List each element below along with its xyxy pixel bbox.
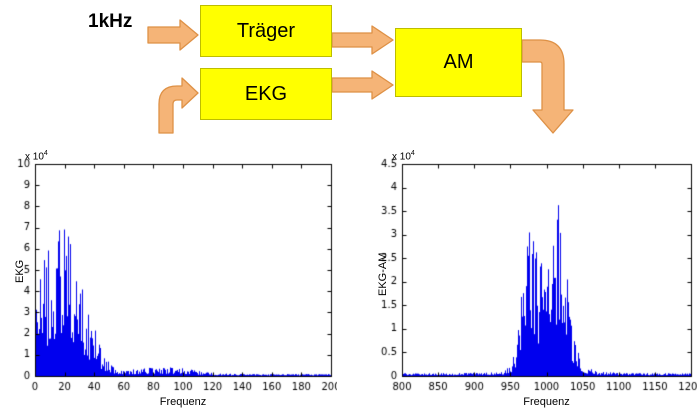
am-block-label: AM [443, 51, 474, 73]
ekg-am-spectrum-plot [368, 150, 697, 416]
traeger-block: Träger [200, 5, 332, 57]
arrow-1khz-to-traeger [147, 19, 199, 51]
y-axis-exponent: x 104 [25, 150, 48, 162]
x-axis-label-frequenz: Frequenz [523, 396, 570, 408]
exponent-prefix: x 10 [392, 151, 411, 163]
exponent-prefix: x 10 [25, 151, 44, 163]
arrow-traeger-to-am [331, 25, 394, 55]
x-axis-label-frequenz: Frequenz [159, 396, 207, 408]
y-axis-label-ekg-am: EKG-AM [377, 252, 389, 296]
exponent-power: 4 [410, 150, 415, 157]
input-frequency-label: 1kHz [88, 11, 133, 32]
curved-arrow-into-ekg [158, 77, 199, 134]
diagram-arrows-layer [147, 19, 574, 134]
ekg-block: EKG [200, 68, 332, 120]
ekg-spectrum-chart: x 104 EKG Frequenz [5, 150, 337, 416]
traeger-block-label: Träger [236, 19, 296, 42]
ekg-block-label: EKG [244, 82, 288, 105]
curved-arrow-out-of-am [521, 39, 574, 134]
signal-flow-diagram: 1kHz Träger EKG AM [0, 0, 697, 148]
ekg-am-spectrum-chart: x 104 EKG-AM Frequenz [368, 150, 697, 416]
am-block: AM [395, 28, 522, 97]
y-axis-exponent: x 104 [392, 150, 415, 162]
exponent-power: 4 [43, 150, 48, 157]
ekg-spectrum-plot [5, 150, 337, 416]
y-axis-label-ekg: EKG [14, 259, 26, 283]
arrow-ekg-to-am [331, 70, 394, 100]
